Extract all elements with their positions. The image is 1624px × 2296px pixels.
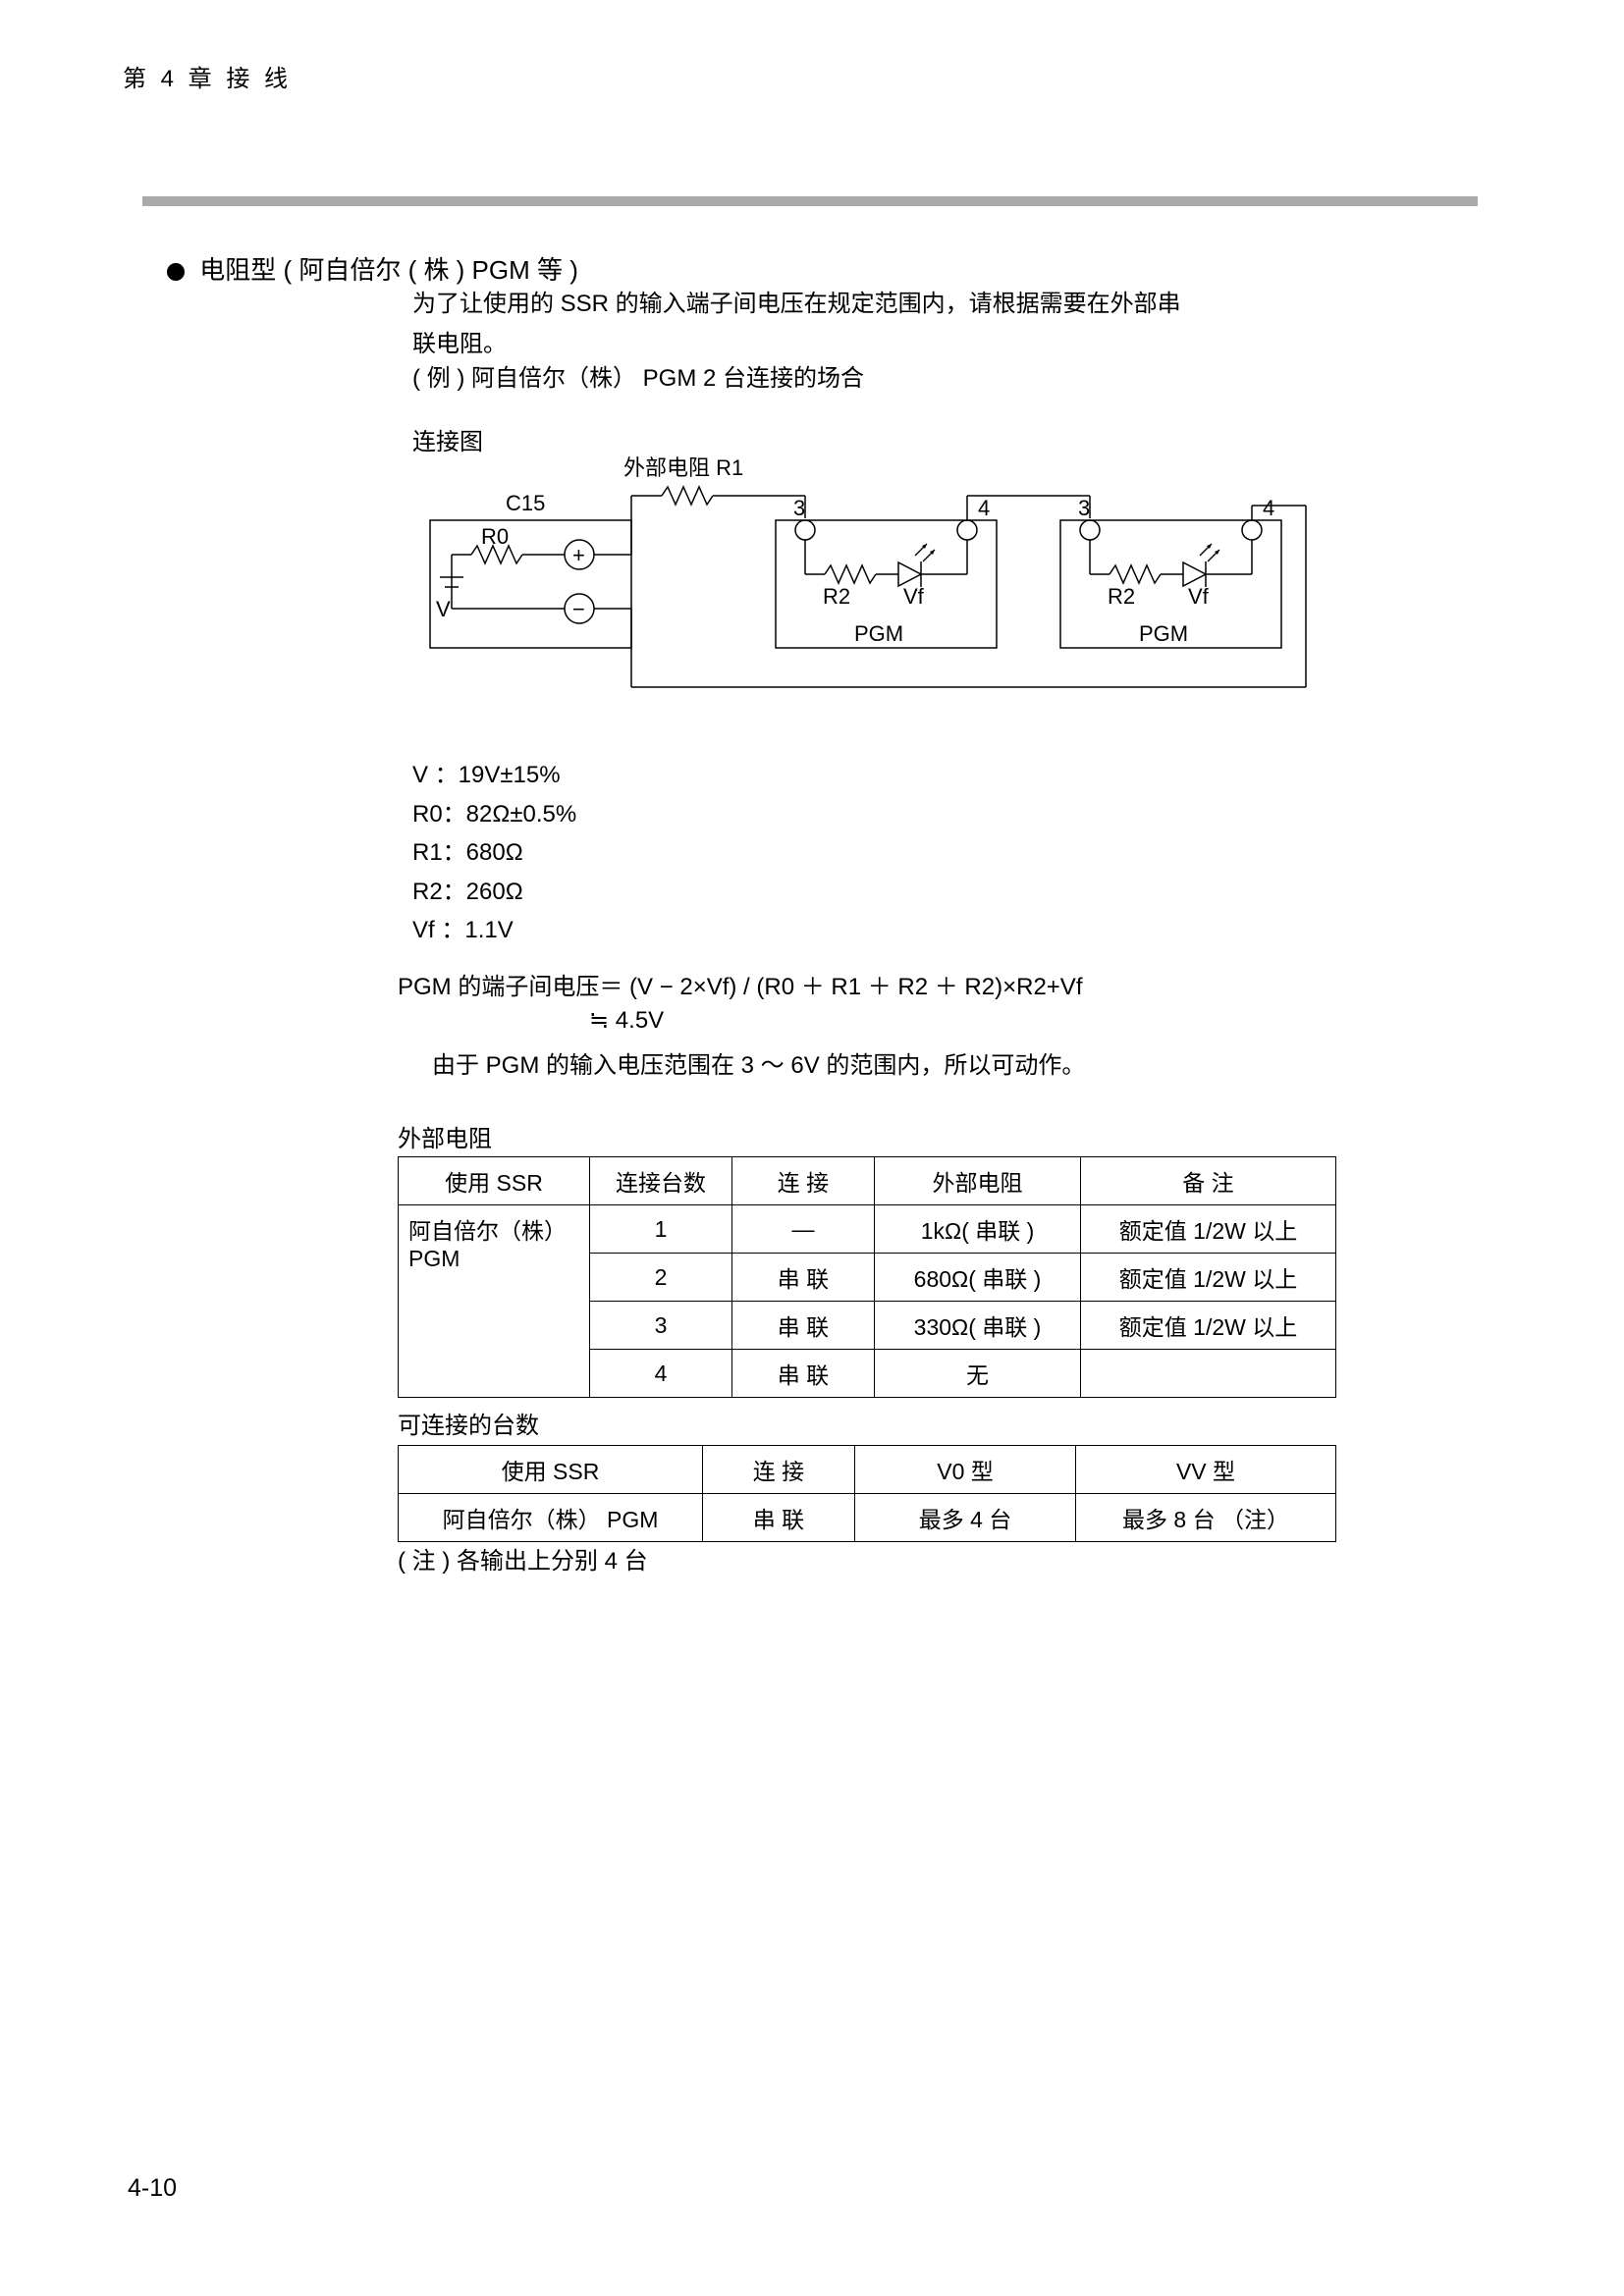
td: 1 [590,1205,732,1254]
parameters-list: V ：19V±15% R0：82Ω±0.5% R1：680Ω R2：260Ω V… [412,756,576,950]
header-separator [142,196,1478,206]
page-header: 第 4 章 接 线 [123,59,292,93]
td: 额定值 1/2W 以上 [1081,1302,1336,1350]
td: 最多 8 台 （注） [1076,1494,1336,1542]
label-r0: R0 [481,524,509,549]
label-vf-1: Vf [903,584,925,609]
td: 最多 4 台 [855,1494,1076,1542]
td: 330Ω( 串联 ) [875,1302,1081,1350]
table-row: 阿自倍尔（株） PGM 1 — 1kΩ( 串联 ) 额定值 1/2W 以上 [399,1205,1336,1254]
label-t3-1: 3 [793,496,805,520]
table-row: 阿自倍尔（株） PGM 串 联 最多 4 台 最多 8 台 （注） [399,1494,1336,1542]
equation-1: PGM 的端子间电压＝ (V − 2×Vf) / (R0 ＋ R1 ＋ R2 ＋… [398,967,1083,1001]
label-pgm-1: PGM [854,621,903,646]
bullet-icon [167,263,185,281]
intro-text: 为了让使用的 SSR 的输入端子间电压在规定范围内，请根据需要在外部串 联电阻。 [412,285,1443,365]
circuit-diagram: 外部电阻 R1 C15 R0 + V − 3 4 [412,452,1394,736]
td: 2 [590,1254,732,1302]
td: 680Ω( 串联 ) [875,1254,1081,1302]
th: 备 注 [1081,1157,1336,1205]
table-row: 使用 SSR 连接台数 连 接 外部电阻 备 注 [399,1157,1336,1205]
label-t4-1: 4 [978,496,990,520]
section-title-text: 电阻型 ( 阿自倍尔 ( 株 ) PGM 等 ) [199,255,578,285]
th: 连 接 [703,1446,855,1494]
param-vf: Vf ：1.1V [412,911,576,950]
td: — [732,1205,875,1254]
intro-line1: 为了让使用的 SSR 的输入端子间电压在规定范围内，请根据需要在外部串 [412,285,1443,325]
section-title: 电阻型 ( 阿自倍尔 ( 株 ) PGM 等 ) [167,250,578,287]
td: 串 联 [732,1350,875,1398]
td [1081,1350,1336,1398]
label-r2-2: R2 [1108,584,1135,609]
td: 无 [875,1350,1081,1398]
label-c15: C15 [506,491,545,515]
table-row: 使用 SSR 连 接 V0 型 VV 型 [399,1446,1336,1494]
th: 外部电阻 [875,1157,1081,1205]
td-text: 阿自倍尔（株） [408,1212,583,1246]
td: 额定值 1/2W 以上 [1081,1205,1336,1254]
page-number: 4-10 [128,2174,177,2203]
external-resistor-table: 使用 SSR 连接台数 连 接 外部电阻 备 注 阿自倍尔（株） PGM 1 —… [398,1156,1336,1398]
td: 4 [590,1350,732,1398]
th: 使用 SSR [399,1157,590,1205]
td: 串 联 [732,1254,875,1302]
label-v: V [436,597,451,621]
label-vf-2: Vf [1188,584,1210,609]
connectable-units-table: 使用 SSR 连 接 V0 型 VV 型 阿自倍尔（株） PGM 串 联 最多 … [398,1445,1336,1542]
label-ext-resistor: 外部电阻 R1 [623,455,743,480]
param-r2: R2：260Ω [412,873,576,912]
th: 连接台数 [590,1157,732,1205]
param-v: V ：19V±15% [412,756,576,795]
operation-note: 由于 PGM 的输入电压范围在 3 ～ 6V 的范围内，所以可动作。 [432,1045,1085,1080]
td-ssr: 阿自倍尔（株） PGM [399,1205,590,1398]
table2-title: 可连接的台数 [398,1406,539,1440]
label-plus: + [572,543,585,567]
th: VV 型 [1076,1446,1336,1494]
td: 串 联 [732,1302,875,1350]
param-r1: R1：680Ω [412,833,576,873]
td: 3 [590,1302,732,1350]
equation-2: ≒ 4.5V [589,1006,664,1035]
param-r0: R0：82Ω±0.5% [412,795,576,834]
td-text: PGM [408,1246,583,1272]
label-t3-2: 3 [1078,496,1090,520]
label-pgm-2: PGM [1139,621,1188,646]
td: 1kΩ( 串联 ) [875,1205,1081,1254]
th: 连 接 [732,1157,875,1205]
label-minus: − [572,597,585,621]
th: V0 型 [855,1446,1076,1494]
td: 阿自倍尔（株） PGM [399,1494,703,1542]
table2-note: ( 注 ) 各输出上分别 4 台 [398,1541,648,1575]
table1-title: 外部电阻 [398,1119,492,1153]
label-r2-1: R2 [823,584,850,609]
td: 串 联 [703,1494,855,1542]
example-text: ( 例 ) 阿自倍尔（株） PGM 2 台连接的场合 [412,358,864,393]
td: 额定值 1/2W 以上 [1081,1254,1336,1302]
label-t4-2: 4 [1263,496,1274,520]
th: 使用 SSR [399,1446,703,1494]
